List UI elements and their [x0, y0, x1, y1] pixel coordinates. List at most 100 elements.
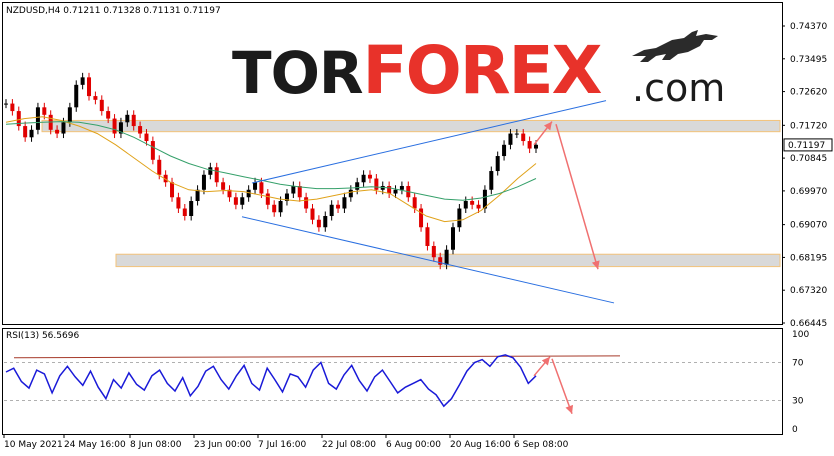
rsi-chart-frame: [2, 328, 783, 435]
upper-trendline: [251, 100, 607, 184]
price-candle-body: [240, 197, 245, 205]
price-candle-body: [463, 201, 468, 209]
price-candle-body: [80, 77, 85, 85]
forecast-arrow-down-head: [591, 260, 600, 270]
price-candle-body: [138, 126, 143, 134]
price-candle-body: [470, 201, 475, 205]
price-axis-label: 0.69070: [790, 221, 827, 231]
price-candle-body: [87, 77, 92, 97]
price-candle-body: [278, 201, 283, 213]
price-candle-body: [361, 174, 366, 183]
price-candle-body: [457, 208, 462, 228]
logo-tor-text: TOR: [232, 39, 364, 107]
price-candle-body: [521, 133, 526, 142]
price-candle-body: [527, 141, 532, 149]
price-candle-body: [514, 133, 519, 135]
price-candle-body: [374, 178, 379, 190]
price-candle-body: [176, 197, 181, 209]
price-candle-body: [157, 159, 162, 175]
price-candle-body: [316, 219, 321, 228]
price-candle-body: [253, 182, 258, 190]
price-candle-body: [444, 249, 449, 265]
price-candle-body: [419, 208, 424, 228]
price-candle-body: [221, 182, 226, 190]
price-axis-label: 0.72620: [790, 88, 827, 98]
price-candle-body: [355, 182, 360, 190]
price-candle-body: [4, 103, 8, 105]
price-axis-label: 0.68195: [790, 253, 827, 263]
price-candle-body: [201, 174, 206, 190]
price-candle-body: [412, 197, 417, 209]
price-candle-body: [508, 133, 513, 145]
price-axis-label: 0.66445: [790, 319, 827, 329]
rsi-forecast-arrow-down-head: [565, 404, 574, 414]
rsi-axis-label: 100: [792, 330, 809, 340]
price-candle-body: [208, 167, 213, 175]
time-axis-label: 20 Aug 16:00: [450, 440, 511, 450]
price-candle-body: [99, 99, 104, 112]
price-candle-body: [182, 208, 187, 217]
forecast-arrow-up-head: [543, 121, 552, 131]
price-candle-body: [323, 216, 328, 228]
rsi-forecast-arrow-up-head: [541, 356, 550, 366]
price-candle-body: [214, 167, 219, 183]
torforex-logo: TORFOREX: [232, 36, 603, 110]
current-price-box: [783, 138, 833, 152]
price-candle-body: [534, 144, 538, 149]
current-price-label: 0.71197: [788, 141, 825, 151]
price-candle-body: [450, 227, 455, 250]
logo-forex-text: FOREX: [362, 32, 603, 109]
price-candle-body: [16, 111, 21, 127]
price-candle-body: [42, 107, 47, 115]
time-axis-label: 22 Jul 08:00: [322, 440, 376, 450]
price-candle-body: [367, 174, 372, 179]
price-candle-body: [304, 197, 309, 209]
price-axis-label: 0.71720: [790, 121, 827, 131]
price-candle-body: [195, 189, 200, 202]
price-candle-body: [163, 174, 168, 183]
price-candle-body: [93, 96, 98, 100]
rsi-line: [5, 354, 537, 408]
price-axis-label: 0.70845: [790, 154, 827, 164]
price-candle-body: [342, 197, 347, 209]
price-candle-body: [55, 129, 60, 134]
price-candle-body: [189, 201, 194, 217]
price-axis-label: 0.69970: [790, 187, 827, 197]
rsi-info: RSI(13) 56.5696: [6, 331, 80, 341]
price-candle-body: [150, 141, 155, 160]
price-candle-body: [489, 171, 494, 190]
logo-com-text: .com: [632, 66, 726, 110]
price-candle-body: [131, 114, 136, 127]
rsi-axis-label: 30: [792, 397, 804, 407]
price-candle-body: [329, 204, 334, 217]
price-candle-body: [170, 182, 175, 198]
time-axis-label: 6 Aug 00:00: [386, 440, 441, 450]
time-axis-label: 6 Sep 08:00: [514, 440, 569, 450]
price-candle-body: [495, 156, 500, 172]
price-candle-body: [227, 189, 232, 198]
bull-icon: [632, 30, 718, 62]
price-candle-body: [259, 182, 264, 194]
price-candle-body: [74, 84, 79, 108]
price-candle-body: [67, 107, 72, 123]
price-candle-body: [310, 208, 315, 220]
rsi-axis-label: 70: [792, 359, 804, 369]
rsi-forecast-arrow-down: [551, 358, 573, 415]
price-candle-body: [387, 186, 392, 194]
time-axis-label: 7 Jul 16:00: [258, 440, 307, 450]
price-candle-body: [284, 193, 289, 202]
price-candle-body: [476, 204, 481, 209]
price-candle-body: [118, 122, 123, 134]
rsi-resistance-line: [13, 355, 621, 359]
price-candle-body: [29, 129, 34, 138]
price-candle-body: [23, 126, 28, 138]
price-candle-body: [393, 189, 398, 194]
price-candle-body: [291, 186, 296, 194]
price-candle-body: [482, 189, 487, 209]
moving-average-fast: [5, 116, 537, 223]
price-candle-body: [425, 227, 430, 246]
price-candle-body: [336, 204, 341, 209]
price-candle-body: [112, 118, 117, 134]
